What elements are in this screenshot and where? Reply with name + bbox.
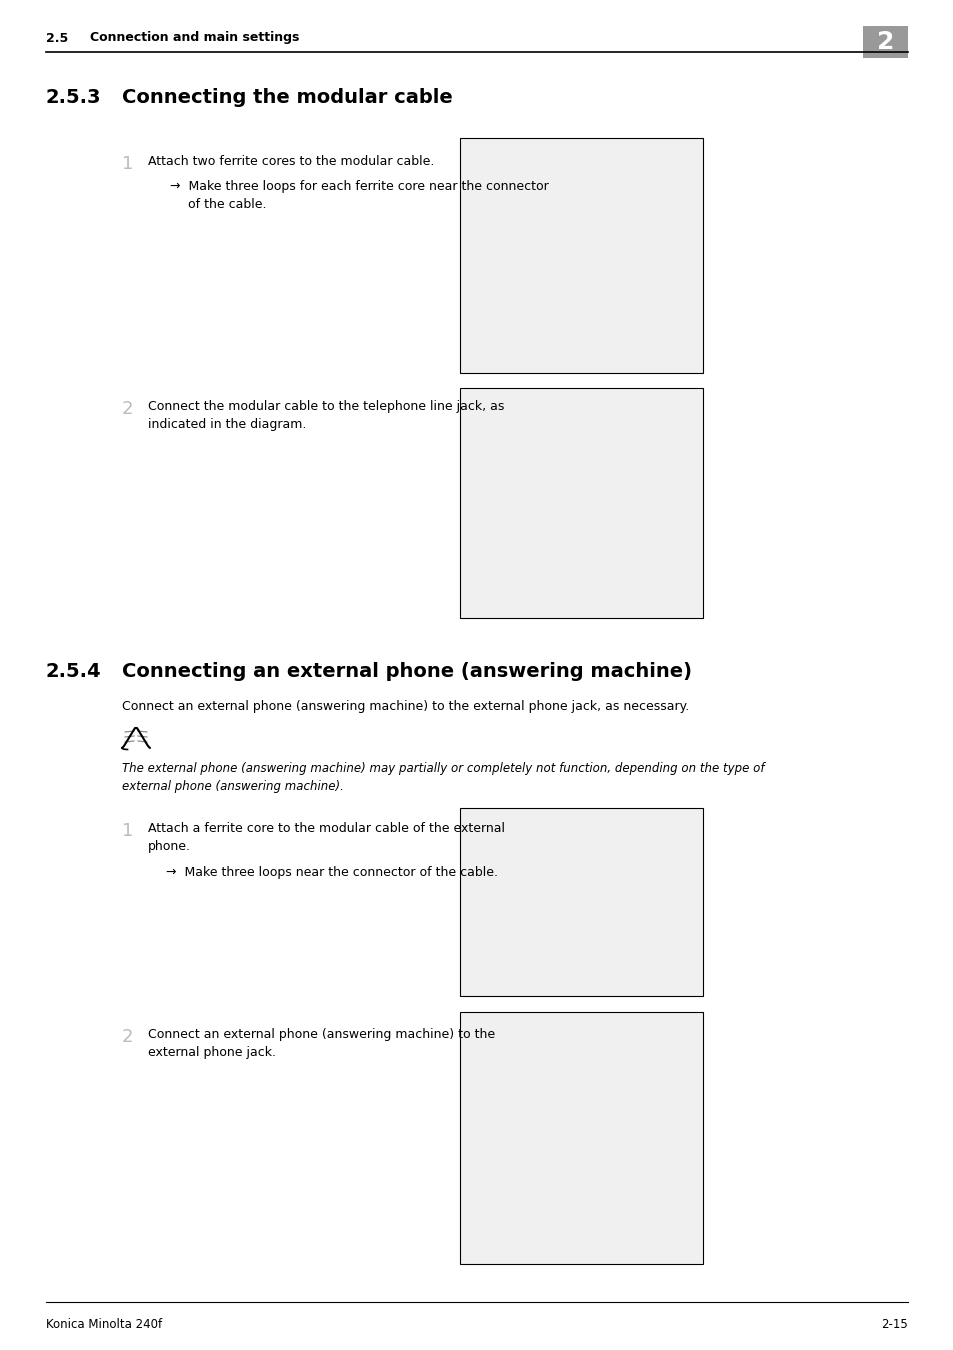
Text: 2: 2 <box>876 30 893 54</box>
Text: The external phone (answering machine) may partially or completely not function,: The external phone (answering machine) m… <box>122 761 763 775</box>
Text: Konica Minolta 240f: Konica Minolta 240f <box>46 1318 162 1331</box>
Text: →  Make three loops near the connector of the cable.: → Make three loops near the connector of… <box>166 865 497 879</box>
Text: indicated in the diagram.: indicated in the diagram. <box>148 418 306 431</box>
Bar <box>459 809 702 996</box>
Bar <box>459 387 702 618</box>
Text: 1: 1 <box>122 822 133 840</box>
Text: 2: 2 <box>122 1027 133 1046</box>
Text: Attach a ferrite core to the modular cable of the external: Attach a ferrite core to the modular cab… <box>148 822 504 836</box>
Text: Connection and main settings: Connection and main settings <box>90 31 299 45</box>
Text: of the cable.: of the cable. <box>188 198 266 211</box>
Text: 2.5: 2.5 <box>46 31 69 45</box>
Text: 2.5.3: 2.5.3 <box>46 88 101 107</box>
Text: Connecting an external phone (answering machine): Connecting an external phone (answering … <box>122 662 691 680</box>
Text: external phone (answering machine).: external phone (answering machine). <box>122 780 343 792</box>
Bar <box>459 1012 702 1264</box>
Text: 2: 2 <box>122 400 133 418</box>
Text: →  Make three loops for each ferrite core near the connector: → Make three loops for each ferrite core… <box>170 180 548 193</box>
Text: Attach two ferrite cores to the modular cable.: Attach two ferrite cores to the modular … <box>148 155 434 167</box>
Bar <box>862 26 907 58</box>
Text: Connect an external phone (answering machine) to the external phone jack, as nec: Connect an external phone (answering mac… <box>122 701 688 713</box>
Text: 1: 1 <box>122 155 133 173</box>
Text: 2.5.4: 2.5.4 <box>46 662 102 680</box>
Text: external phone jack.: external phone jack. <box>148 1046 275 1058</box>
Bar <box>459 138 702 373</box>
Text: Connect an external phone (answering machine) to the: Connect an external phone (answering mac… <box>148 1027 495 1041</box>
Text: Connecting the modular cable: Connecting the modular cable <box>122 88 453 107</box>
Text: Connect the modular cable to the telephone line jack, as: Connect the modular cable to the telepho… <box>148 400 504 413</box>
Text: 2-15: 2-15 <box>881 1318 907 1331</box>
Text: phone.: phone. <box>148 840 191 853</box>
